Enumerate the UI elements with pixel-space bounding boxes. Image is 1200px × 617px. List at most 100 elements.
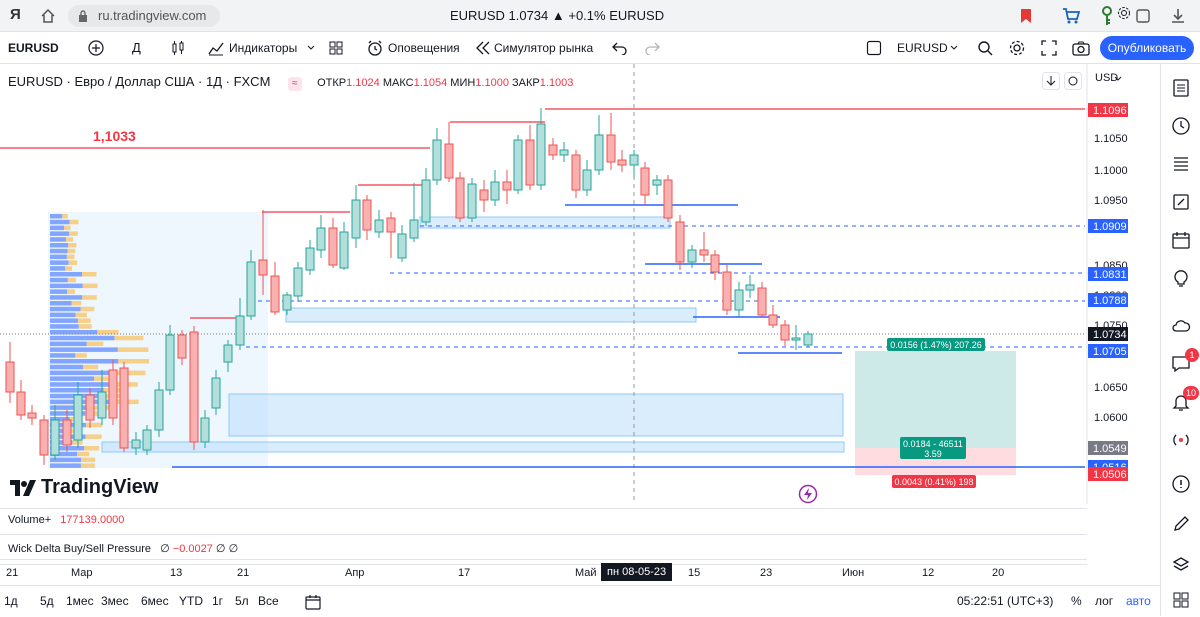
range-button-1[interactable]: 5д (40, 594, 54, 608)
compare-symbol[interactable]: EURUSD (897, 41, 948, 55)
legend-open: 1.1024 (346, 77, 380, 89)
legend-icon[interactable]: ≈ (287, 77, 302, 91)
chart-area[interactable]: 0.0156 (1.47%) 207.26 0.0184 - 46511 3.59 0… (0, 64, 1160, 616)
price-tick[interactable]: 1.0600 (1094, 412, 1128, 424)
candles-type-icon[interactable] (170, 40, 186, 56)
fullscreen-icon[interactable] (1041, 40, 1057, 56)
chevron-down-icon[interactable] (950, 45, 958, 51)
chart-legend: EURUSD · Евро / Доллар США · 1Д · FXCM ≈… (8, 74, 573, 91)
price-tick[interactable]: 1.0950 (1094, 195, 1128, 207)
calendar-range-icon[interactable] (305, 594, 321, 610)
price-tick[interactable]: 1.0650 (1094, 382, 1128, 394)
edit-icon[interactable] (1171, 192, 1191, 212)
volume-profile-bar (50, 347, 118, 352)
refresh-icon[interactable] (1064, 72, 1082, 90)
undo-icon[interactable] (612, 41, 628, 55)
calendar-icon[interactable] (1171, 230, 1191, 250)
candle-body (200, 417, 210, 443)
clock-time[interactable]: 05:22:51 (UTC+3) (957, 594, 1054, 608)
candle-body (594, 134, 604, 171)
key-icon[interactable] (1100, 6, 1114, 26)
lightning-icon[interactable] (798, 484, 818, 504)
symbol-search-button[interactable]: EURUSD (8, 41, 59, 55)
demand-zone (419, 216, 671, 229)
download-icon[interactable] (1170, 8, 1186, 24)
chat-badge: 1 (1185, 348, 1199, 362)
delta-v2: −0.0027 (172, 543, 213, 555)
delta-pane[interactable]: Wick Delta Buy/Sell Pressure ∅ −0.0027 ∅… (0, 534, 1087, 563)
alarm-clock-icon[interactable] (367, 40, 383, 56)
price-tag-text: 1.1096 (1093, 105, 1127, 117)
camera-icon[interactable] (1072, 40, 1090, 56)
layout-grid-icon[interactable] (328, 40, 344, 56)
chevron-down-icon[interactable] (307, 45, 315, 51)
price-tick[interactable]: 1.1000 (1094, 165, 1128, 177)
address-bar[interactable]: ru.tradingview.com (68, 5, 220, 27)
search-icon[interactable] (977, 40, 993, 56)
cloud-icon[interactable] (1171, 316, 1191, 336)
legend-high-label: МАКС (382, 77, 414, 89)
interval-button[interactable]: Д (132, 40, 141, 55)
range-button-7[interactable]: 5л (235, 594, 249, 608)
risk-reward-label-text2: 3.59 (924, 449, 942, 459)
price-tag-text: 1.0909 (1093, 221, 1127, 233)
replay-button[interactable]: Симулятор рынка (494, 41, 594, 55)
indicators-button[interactable]: Индикаторы (229, 41, 298, 55)
percent-toggle[interactable]: % (1071, 594, 1082, 608)
add-symbol-icon[interactable] (88, 40, 104, 56)
legend-title[interactable]: EURUSD · Евро / Доллар США · 1Д · FXCM (8, 74, 271, 89)
volume-profile-bar (81, 457, 96, 463)
volume-profile-bar (50, 231, 70, 236)
range-button-0[interactable]: 1д (4, 594, 18, 608)
log-toggle[interactable]: лог (1095, 594, 1114, 608)
delta-v1: ∅ (160, 543, 170, 555)
help-icon[interactable] (1171, 474, 1191, 494)
range-button-5[interactable]: YTD (179, 594, 203, 608)
layers-icon[interactable] (1171, 554, 1191, 574)
pencil-icon[interactable] (1171, 514, 1191, 534)
candle-body (780, 324, 790, 341)
bottom-bar: 1д 5д 1мес 3мес 6мес YTD 1г 5л Все 05:22:51 (UTC… (0, 585, 1160, 616)
grid-icon[interactable] (1171, 590, 1191, 610)
candle-body (409, 219, 419, 239)
chevron-down-icon[interactable] (1114, 76, 1122, 82)
lightbulb-icon[interactable] (1171, 268, 1191, 288)
watchlist-icon[interactable] (1171, 78, 1191, 98)
broadcast-icon[interactable] (1171, 430, 1191, 450)
volume-pane[interactable]: Volume+ 177139.0000 (0, 508, 1087, 531)
currency-selector[interactable]: USD (1095, 72, 1119, 84)
price-tag-text: 1.0831 (1093, 269, 1127, 281)
indicators-icon[interactable] (208, 40, 224, 56)
compare-checkbox-icon[interactable] (866, 40, 882, 56)
list-icon[interactable] (1171, 154, 1191, 174)
time-tick: 21 (237, 567, 250, 579)
range-button-2[interactable]: 1мес (66, 594, 94, 608)
cart-icon[interactable] (1062, 8, 1080, 24)
clock-icon[interactable] (1171, 116, 1191, 136)
time-axis[interactable]: 21 Мар 13 21 Апр 17 Май 15 23 Июн 12 20 пн 08-05-23 (0, 559, 1087, 585)
volume-profile-bar (80, 306, 95, 312)
scroll-down-icon[interactable] (1042, 72, 1060, 90)
alerts-button[interactable]: Оповещения (388, 41, 460, 55)
range-button-3[interactable]: 3мес (101, 594, 129, 608)
range-button-6[interactable]: 1г (212, 594, 224, 608)
volume-profile-bar (69, 219, 79, 225)
publish-button[interactable]: Опубликовать (1100, 36, 1194, 60)
replay-icon[interactable] (475, 41, 491, 55)
price-chart[interactable]: 0.0156 (1.47%) 207.260.0184 - 465113.590… (0, 64, 1160, 504)
auto-toggle[interactable]: авто (1126, 594, 1151, 608)
redo-icon[interactable] (644, 41, 660, 55)
candle-body (293, 267, 303, 297)
home-icon[interactable] (40, 8, 56, 24)
bookmark-icon[interactable] (1020, 8, 1032, 24)
time-tick: Мар (71, 567, 93, 579)
extensions-icon[interactable] (1135, 8, 1151, 24)
range-button-8[interactable]: Все (258, 594, 279, 608)
range-button-4[interactable]: 6мес (141, 594, 169, 608)
browser-logo[interactable]: Я (10, 6, 21, 23)
price-tick[interactable]: 1.1050 (1094, 133, 1128, 145)
gear-icon[interactable] (1009, 40, 1025, 56)
volume-profile-bar (68, 260, 78, 265)
level-label[interactable]: 1,1033 (93, 128, 136, 144)
axis-settings-icon[interactable] (1117, 6, 1131, 20)
